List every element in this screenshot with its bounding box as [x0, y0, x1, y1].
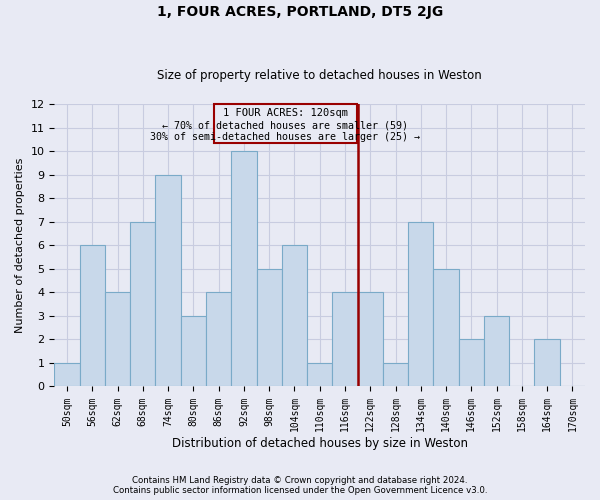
Bar — [433, 269, 458, 386]
Bar — [257, 269, 282, 386]
Bar — [458, 340, 484, 386]
Text: Contains HM Land Registry data © Crown copyright and database right 2024.
Contai: Contains HM Land Registry data © Crown c… — [113, 476, 487, 495]
Bar — [231, 151, 257, 386]
Bar — [80, 245, 105, 386]
Bar — [358, 292, 383, 386]
Bar — [105, 292, 130, 386]
Bar — [535, 340, 560, 386]
Bar — [383, 363, 408, 386]
Text: 1, FOUR ACRES, PORTLAND, DT5 2JG: 1, FOUR ACRES, PORTLAND, DT5 2JG — [157, 5, 443, 19]
Text: 1 FOUR ACRES: 120sqm: 1 FOUR ACRES: 120sqm — [223, 108, 348, 118]
Bar — [206, 292, 231, 386]
Bar — [155, 174, 181, 386]
Bar — [282, 245, 307, 386]
Text: 30% of semi-detached houses are larger (25) →: 30% of semi-detached houses are larger (… — [151, 132, 421, 142]
Bar — [484, 316, 509, 386]
Bar — [55, 363, 80, 386]
Bar — [332, 292, 358, 386]
Bar — [130, 222, 155, 386]
Bar — [307, 363, 332, 386]
Bar — [181, 316, 206, 386]
Title: Size of property relative to detached houses in Weston: Size of property relative to detached ho… — [157, 69, 482, 82]
Bar — [214, 104, 357, 143]
X-axis label: Distribution of detached houses by size in Weston: Distribution of detached houses by size … — [172, 437, 468, 450]
Y-axis label: Number of detached properties: Number of detached properties — [15, 158, 25, 333]
Bar — [408, 222, 433, 386]
Text: ← 70% of detached houses are smaller (59): ← 70% of detached houses are smaller (59… — [163, 120, 409, 130]
